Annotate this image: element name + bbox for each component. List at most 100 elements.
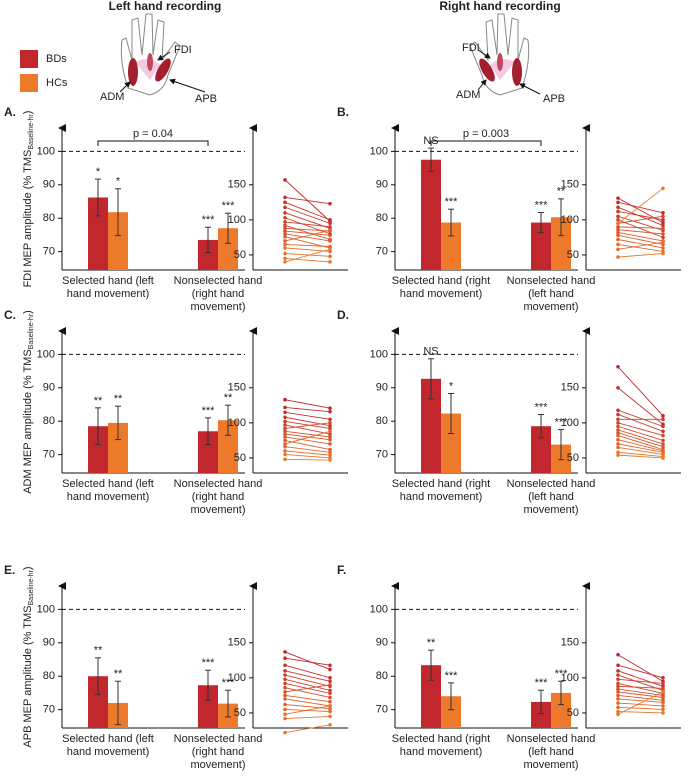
significance-label: * bbox=[96, 166, 101, 178]
bar bbox=[421, 159, 441, 270]
pair-point bbox=[283, 200, 287, 205]
pair-point bbox=[283, 242, 287, 247]
significance-label: *** bbox=[535, 677, 549, 689]
significance-label: *** bbox=[202, 405, 216, 417]
pair-line bbox=[617, 243, 664, 252]
pair-point bbox=[661, 690, 665, 694]
pair-line bbox=[617, 253, 664, 258]
y-tick-label: 100 bbox=[561, 672, 579, 684]
pair-line bbox=[284, 433, 331, 441]
y-tick-label: 50 bbox=[234, 249, 246, 261]
bar bbox=[421, 378, 441, 473]
pair-point bbox=[616, 442, 620, 446]
pair-line bbox=[617, 691, 664, 715]
pair-point bbox=[661, 433, 665, 438]
pair-point bbox=[283, 205, 287, 210]
pair-point bbox=[661, 214, 665, 219]
pair-line bbox=[284, 678, 331, 691]
pair-point bbox=[283, 426, 287, 431]
pair-line bbox=[617, 454, 664, 459]
y-axis-title-sub: Baseline-hr bbox=[28, 569, 35, 605]
pair-point bbox=[616, 445, 620, 450]
pair-point bbox=[616, 196, 620, 200]
pair-point bbox=[661, 429, 665, 434]
pair-line bbox=[284, 687, 331, 698]
y-axis-title: ADM MEP amplitude (% TMSBaseline-hr) bbox=[22, 310, 35, 494]
pair-point bbox=[616, 684, 620, 689]
pair-line bbox=[284, 243, 331, 247]
pair-point bbox=[283, 681, 287, 686]
pair-point bbox=[661, 251, 665, 256]
pair-point bbox=[616, 705, 620, 710]
pair-point bbox=[283, 702, 287, 707]
y-tick-label: 90 bbox=[43, 637, 55, 649]
pair-point bbox=[283, 223, 287, 228]
pair-line bbox=[617, 706, 664, 710]
significance-label: *** bbox=[445, 670, 459, 682]
pair-line bbox=[284, 230, 331, 236]
y-axis-title-end: ) bbox=[22, 111, 34, 115]
pair-point bbox=[616, 209, 620, 214]
pair-line bbox=[617, 451, 664, 457]
pair-line bbox=[284, 227, 331, 232]
y-tick-label: 80 bbox=[43, 212, 55, 224]
y-tick-label: 70 bbox=[376, 246, 388, 258]
y-tick-label: 70 bbox=[376, 704, 388, 716]
bar bbox=[551, 217, 571, 270]
pair-point bbox=[616, 247, 620, 252]
significance-label: *** bbox=[445, 196, 459, 208]
panel-label: C. bbox=[4, 308, 16, 322]
x-tick-label: Selected hand (left hand movement) bbox=[62, 733, 154, 758]
pair-point bbox=[616, 233, 620, 238]
pair-point bbox=[616, 408, 620, 413]
pair-line bbox=[617, 422, 664, 436]
x-tick-label-box: Nonselected hand (left hand movement) bbox=[506, 733, 596, 771]
pair-point bbox=[328, 247, 332, 252]
y-axis-title-end: ) bbox=[22, 310, 34, 314]
y-tick-label: 100 bbox=[370, 348, 388, 360]
bar bbox=[88, 197, 108, 270]
pair-point bbox=[616, 453, 620, 457]
pair-point bbox=[283, 232, 287, 236]
bar bbox=[108, 212, 128, 270]
pair-point bbox=[328, 704, 332, 708]
x-tick-label: Selected hand (right hand movement) bbox=[391, 478, 491, 503]
pair-point bbox=[661, 695, 665, 700]
pair-point bbox=[661, 456, 665, 460]
pair-point bbox=[283, 195, 287, 200]
pair-line bbox=[617, 387, 664, 425]
pair-line bbox=[284, 724, 331, 734]
pair-point bbox=[283, 677, 287, 682]
pair-point bbox=[283, 226, 287, 231]
legend-swatch bbox=[20, 74, 38, 92]
x-tick-label: Nonselected hand (left hand movement) bbox=[506, 733, 596, 771]
pair-line bbox=[284, 694, 331, 703]
pair-point bbox=[616, 697, 620, 701]
y-tick-label: 150 bbox=[228, 179, 246, 191]
x-tick-label: Selected hand (left hand movement) bbox=[62, 478, 154, 503]
pair-point bbox=[283, 410, 287, 415]
bar bbox=[441, 222, 461, 270]
pair-line bbox=[284, 657, 331, 666]
pair-point bbox=[661, 186, 665, 191]
x-tick-label: Selected hand (right hand movement) bbox=[391, 275, 491, 300]
significance-label: NS bbox=[423, 346, 438, 358]
pair-point bbox=[283, 449, 287, 453]
pair-line bbox=[617, 683, 664, 694]
x-tick-label-box: Selected hand (left hand movement) bbox=[62, 275, 154, 300]
x-tick-label: Selected hand (left hand movement) bbox=[62, 275, 154, 300]
significance-label: * bbox=[116, 176, 121, 188]
y-tick-label: 80 bbox=[376, 415, 388, 427]
x-tick-label-box: Nonselected hand (right hand movement) bbox=[174, 478, 263, 516]
pair-line bbox=[617, 409, 664, 427]
pair-point bbox=[283, 178, 287, 182]
pair-point bbox=[328, 233, 332, 238]
pair-point bbox=[283, 419, 287, 424]
pair-point bbox=[328, 221, 332, 226]
pair-point bbox=[328, 201, 332, 206]
pair-line bbox=[617, 429, 664, 445]
pair-line bbox=[284, 436, 331, 445]
pair-line bbox=[284, 257, 331, 263]
bar bbox=[218, 228, 238, 270]
